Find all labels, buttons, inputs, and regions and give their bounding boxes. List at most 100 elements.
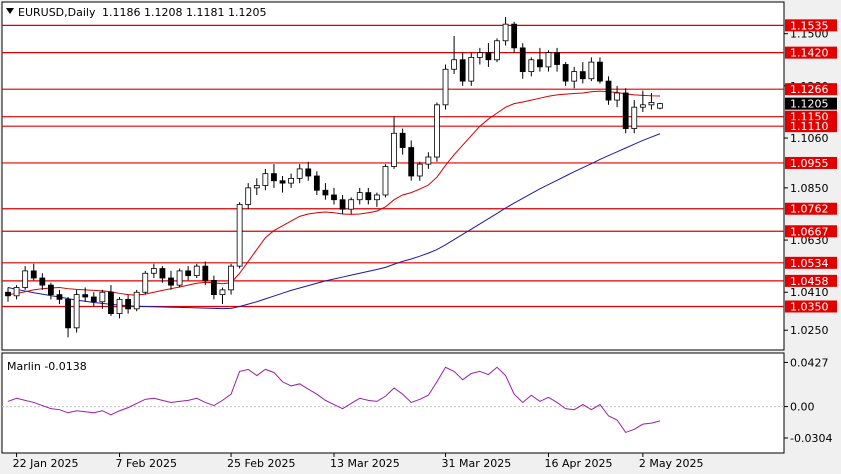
level-label: 1.0762 [790,203,829,216]
candle-bull [588,61,595,80]
candle-bull [639,104,646,108]
candle-bear [271,173,277,182]
candle-bear [65,298,71,329]
level-label-box [785,256,837,269]
indicator-panel [1,352,785,454]
candle-bull [614,92,621,101]
level-label: 1.0667 [790,225,829,238]
candle-bull [236,204,243,267]
level-label-box [785,19,837,32]
time-tick-label: 7 Feb 2025 [116,457,177,470]
candle-bear [5,291,11,297]
level-label: 1.0955 [790,157,829,170]
candle-bull [425,156,432,165]
candle-bull [545,52,552,68]
candle-bear [305,168,312,177]
candle-bear [39,277,46,286]
candle-bear [365,192,372,201]
price-panel [1,1,785,351]
collapse-triangle-icon[interactable] [6,8,14,14]
candle-bear [210,279,217,296]
candle-bull [356,192,363,201]
candle-bull [288,177,295,184]
candle-bull [391,132,397,167]
candle-bear [605,80,612,101]
time-tick-label: 16 Apr 2025 [544,457,612,470]
candle-bear [56,294,63,300]
price-tick-label: 1.0410 [790,286,829,299]
candlesticks [5,17,663,338]
candle-bear [279,180,286,184]
candle-bull [176,270,183,286]
current-price-label: 1.1205 [790,98,829,111]
candle-bull [648,102,655,106]
level-label-box [785,110,837,123]
candle-bear [313,175,320,191]
level-label: 1.1535 [790,19,829,32]
level-label-box [785,120,837,133]
candle-bull [476,52,483,58]
candle-bull [73,294,80,329]
candle-bull [22,270,29,288]
candle-bear [185,270,192,277]
candle-bear [579,71,586,80]
candle-bear [519,47,526,73]
candle-bull [193,265,200,277]
candle-bull [219,289,226,296]
candle-bear [562,64,569,82]
level-label: 1.1266 [790,83,829,96]
candle-bull [253,185,260,189]
candle-bull [142,272,149,293]
candle-bear [339,199,346,210]
candle-bull [99,291,106,303]
level-label: 1.0534 [790,257,829,270]
price-tick-label: 1.0250 [790,324,829,337]
time-tick-label: 25 Feb 2025 [227,457,295,470]
price-tick-label: 1.0850 [790,182,829,195]
level-label-box [785,46,837,59]
time-tick-label: 13 Mar 2025 [330,457,400,470]
ma-line-red [7,90,661,296]
ohlc-readout: 1.1186 1.1208 1.1181 1.1205 [102,6,266,19]
time-tick-label: 22 Jan 2025 [13,457,79,470]
candle-bear [168,277,174,286]
symbol-label: EURUSD,Daily [18,6,96,19]
candle-bear [597,61,603,82]
level-labels: 1.15351.14201.12661.11501.11101.09551.07… [785,19,837,313]
indicator-tick-label: 0.0427 [790,356,829,369]
candle-bull [373,194,380,201]
level-label: 1.0458 [790,275,829,288]
candle-bull [434,104,440,158]
candle-bear [485,52,492,61]
time-tick-label: 2 May 2025 [639,457,704,470]
candle-bear [554,52,560,65]
candle-bull [296,168,303,179]
candle-bear [622,92,629,129]
candle-bear [399,132,406,148]
candle-bull [348,199,355,210]
indicator-name-label: Marlin -0.0138 [7,360,87,373]
indicator-tick-label: 0.00 [790,401,815,414]
candle-bear [30,270,37,279]
candle-bull [228,265,234,291]
candle-bull [468,56,475,82]
candle-bear [331,194,337,201]
candle-bull [116,298,123,314]
price-tick-label: 1.0630 [790,234,829,247]
candle-bull [416,163,423,177]
candle-bull [528,59,535,73]
candle-bull [657,103,663,109]
candle-bull [571,71,578,82]
candle-bull [494,40,500,61]
marlin-line [7,366,661,434]
candle-bull [262,173,269,186]
candle-bear [90,296,97,303]
candle-bear [536,59,543,68]
candle-bull [245,187,252,205]
level-label-box [785,156,837,169]
indicator-tick-label: -0.0304 [790,432,832,445]
time-axis: 22 Jan 2025 7 Feb 2025 25 Feb 2025 13 Mar 2… [13,453,704,470]
candle-bear [322,189,329,196]
level-label-box [785,83,837,96]
